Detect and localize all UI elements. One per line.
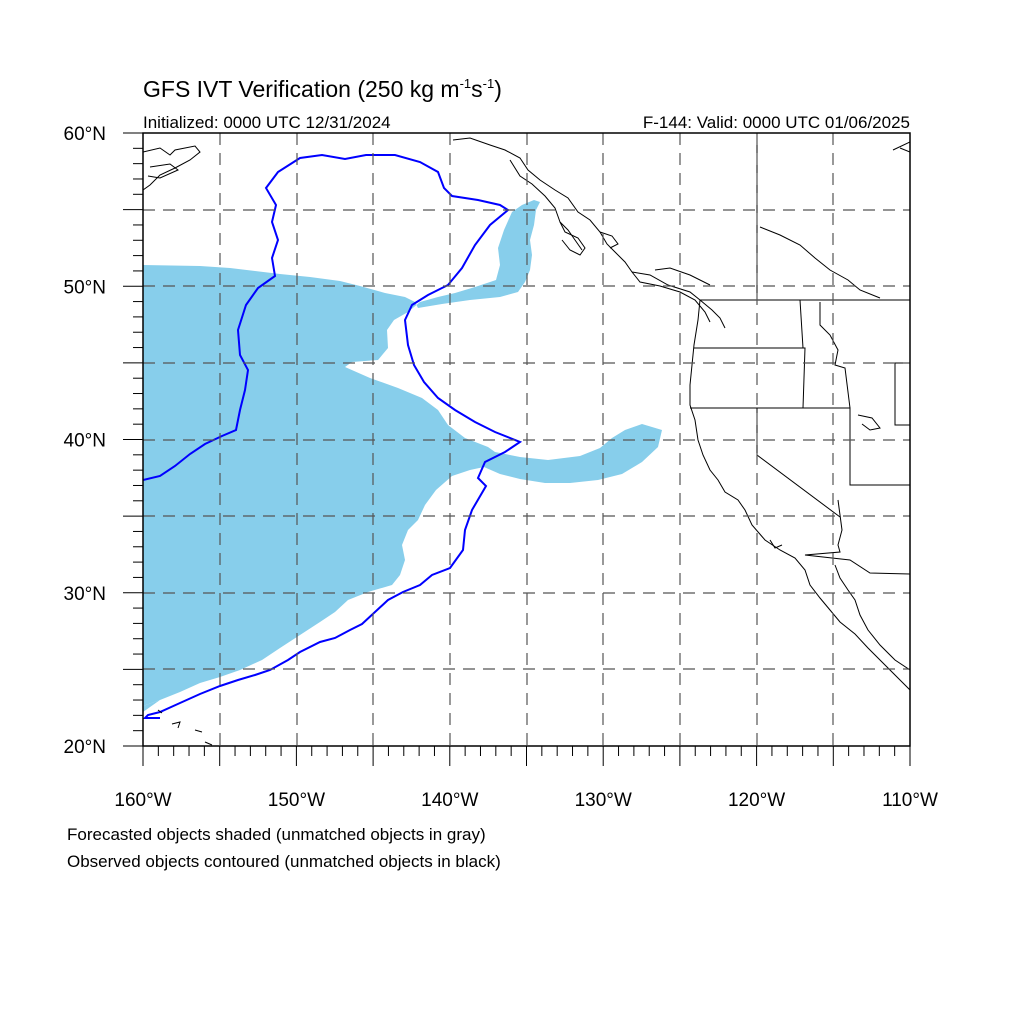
lon-label: 120°W	[728, 790, 785, 811]
note-observed: Observed objects contoured (unmatched ob…	[67, 852, 501, 871]
lon-label: 140°W	[421, 790, 478, 811]
lat-label: 60°N	[64, 124, 106, 145]
lon-label: 110°W	[882, 790, 938, 811]
lat-label: 40°N	[64, 431, 106, 452]
lat-label: 30°N	[64, 584, 106, 605]
note-forecast: Forecasted objects shaded (unmatched obj…	[67, 825, 486, 844]
forecast-ivt-object	[143, 200, 662, 706]
valid-time: F-144: Valid: 0000 UTC 01/06/2025	[643, 113, 910, 132]
observed-ivt-contour	[143, 153, 523, 719]
coastlines	[143, 137, 910, 746]
lat-label: 20°N	[64, 737, 106, 758]
lat-label: 50°N	[64, 277, 106, 298]
axis-ticks	[123, 132, 911, 766]
lat-lon-grid	[143, 133, 910, 746]
lon-label: 150°W	[268, 790, 325, 811]
latitude-labels: 60°N 50°N 40°N 30°N 20°N	[64, 124, 106, 758]
initialized-time: Initialized: 0000 UTC 12/31/2024	[143, 113, 391, 132]
lon-label: 160°W	[114, 790, 171, 811]
forecast-ivt-object-upper-edge	[143, 700, 160, 712]
longitude-labels: 160°W 150°W 140°W 130°W 120°W 110°W	[114, 790, 938, 811]
lon-label: 130°W	[575, 790, 632, 811]
political-boundaries	[690, 133, 910, 575]
map-title: GFS IVT Verification (250 kg m-1s-1)	[143, 76, 502, 102]
